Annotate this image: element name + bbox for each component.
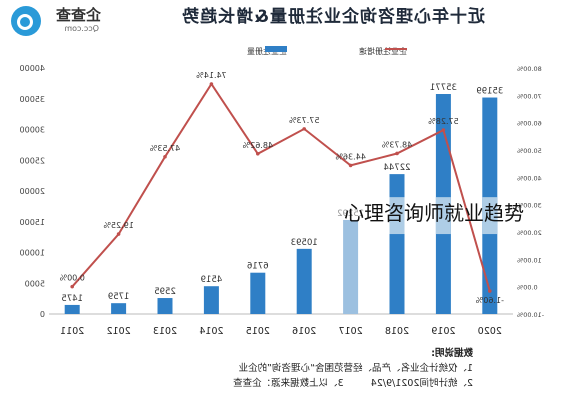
y-left-tick-label: 20.00% xyxy=(517,229,542,237)
x-tick-label: 2014 xyxy=(199,326,223,337)
growth-line xyxy=(71,82,491,292)
growth-point xyxy=(441,128,446,132)
growth-value-label: 74.14% xyxy=(196,71,227,80)
bar-2017 xyxy=(343,219,359,314)
x-tick-label: 2018 xyxy=(385,326,409,337)
y-left-tick-label: 10.00% xyxy=(517,256,542,264)
y-right-tick-label: 30000 xyxy=(20,126,45,135)
bar-value-label: 1759 xyxy=(108,292,130,302)
legend-item-bar: 企业注册量 xyxy=(247,46,287,60)
bar-value-label: 35771 xyxy=(430,83,457,93)
legend-bar-swatch xyxy=(265,46,287,52)
growth-point xyxy=(70,284,74,289)
bar-value-label: 6716 xyxy=(247,262,269,272)
bar-2011 xyxy=(64,304,80,314)
x-tick-label: 2011 xyxy=(60,326,84,337)
growth-value-label: 57.28% xyxy=(428,117,459,126)
y-right-tick-label: 35000 xyxy=(20,95,45,104)
overlay-caption: 心理咨询师就业趋势 xyxy=(344,201,524,225)
y-left-tick-label: 70.00% xyxy=(517,92,542,100)
y-right-tick-label: 25000 xyxy=(20,156,45,165)
growth-value-label: 57.73% xyxy=(289,116,320,125)
y-right-tick-label: 15000 xyxy=(20,218,45,227)
growth-value-label: 48.73% xyxy=(381,140,412,149)
bar-value-label: 2595 xyxy=(154,287,176,297)
notes-line-1: 1、仅统计企业名、产品、经营范围含“心理咨询”的企业 xyxy=(238,363,473,374)
y-right-tick-label: 10000 xyxy=(20,249,45,258)
legend-line-swatch xyxy=(385,48,407,50)
growth-value-label: -1.60% xyxy=(475,296,504,305)
bar-value-label: 22744 xyxy=(383,163,410,173)
bar-value-label: 4519 xyxy=(201,275,223,285)
y-right-tick-label: 20000 xyxy=(20,187,45,196)
notes-line-2: 2、统计时间2021/9/24 3、以上数据来源：企查查 xyxy=(53,376,473,391)
bar-highlight-band xyxy=(435,197,451,235)
growth-point xyxy=(302,127,306,131)
x-tick-label: 2012 xyxy=(107,326,131,337)
growth-point xyxy=(488,289,492,293)
bar-2015 xyxy=(250,272,266,314)
bar-highlight-band xyxy=(389,197,405,235)
notes-heading: 数据说明: xyxy=(431,348,473,359)
y-left-tick-label: 30.00% xyxy=(517,202,542,210)
growth-point xyxy=(209,82,214,86)
chart-title: 近十年心理咨询企业注册量&增长趋势 xyxy=(181,7,485,27)
x-tick-label: 2016 xyxy=(292,326,316,337)
growth-value-label: 44.36% xyxy=(335,152,366,161)
y-left-tick-label: 80.00% xyxy=(517,65,542,73)
legend-item-line: 企业注册增速 xyxy=(359,46,407,60)
y-left-tick-label: 50.00% xyxy=(517,147,542,155)
growth-value-label: 47.53% xyxy=(149,144,180,153)
y-left-tick-label: 40.00% xyxy=(517,174,542,182)
data-notes: 数据说明: 1、仅统计企业名、产品、经营范围含“心理咨询”的企业 2、统计时间2… xyxy=(53,346,473,391)
growth-point xyxy=(163,154,167,159)
bar-2013 xyxy=(157,298,173,314)
notes-line-2-b: 3、以上数据来源：企查查 xyxy=(233,378,344,389)
y-left-tick-label: -10.00% xyxy=(517,311,544,319)
growth-point xyxy=(395,151,399,156)
brand-logo: 企查查 Qcc.com xyxy=(5,4,101,38)
bar-value-label: 15292 xyxy=(337,209,364,219)
bar-highlight-band xyxy=(482,197,498,235)
growth-point xyxy=(255,151,260,156)
y-left-tick-label: 0.00% xyxy=(517,284,538,292)
x-tick-label: 2017 xyxy=(339,326,363,337)
bar-2014 xyxy=(203,286,219,314)
growth-value-label: 48.62% xyxy=(242,141,273,150)
growth-value-label: 19.25% xyxy=(103,221,134,230)
bar-2018 xyxy=(389,174,405,314)
brand-name: 企查查 xyxy=(55,6,101,24)
bar-2016 xyxy=(296,248,312,314)
x-tick-label: 2019 xyxy=(431,326,455,337)
notes-line-2-a: 2、统计时间2021/9/24 xyxy=(370,378,473,389)
y-left-tick-label: 60.00% xyxy=(517,120,542,128)
growth-point xyxy=(348,163,353,168)
bar-value-label: 35199 xyxy=(476,87,503,97)
y-right-tick-label: 0 xyxy=(40,310,45,319)
bar-value-label: 1475 xyxy=(61,294,83,304)
bar-value-label: 10593 xyxy=(291,238,318,248)
growth-value-label: 0.00% xyxy=(59,274,85,283)
y-right-tick-label: 5000 xyxy=(25,279,45,288)
brand-domain: Qcc.com xyxy=(64,24,99,33)
qcc-logo-icon xyxy=(11,6,41,36)
bar-2012 xyxy=(111,303,127,314)
x-tick-label: 2015 xyxy=(246,326,270,337)
x-tick-label: 2020 xyxy=(478,326,502,337)
y-right-tick-label: 40000 xyxy=(20,64,45,73)
growth-point xyxy=(116,232,121,236)
x-tick-label: 2013 xyxy=(153,326,177,337)
